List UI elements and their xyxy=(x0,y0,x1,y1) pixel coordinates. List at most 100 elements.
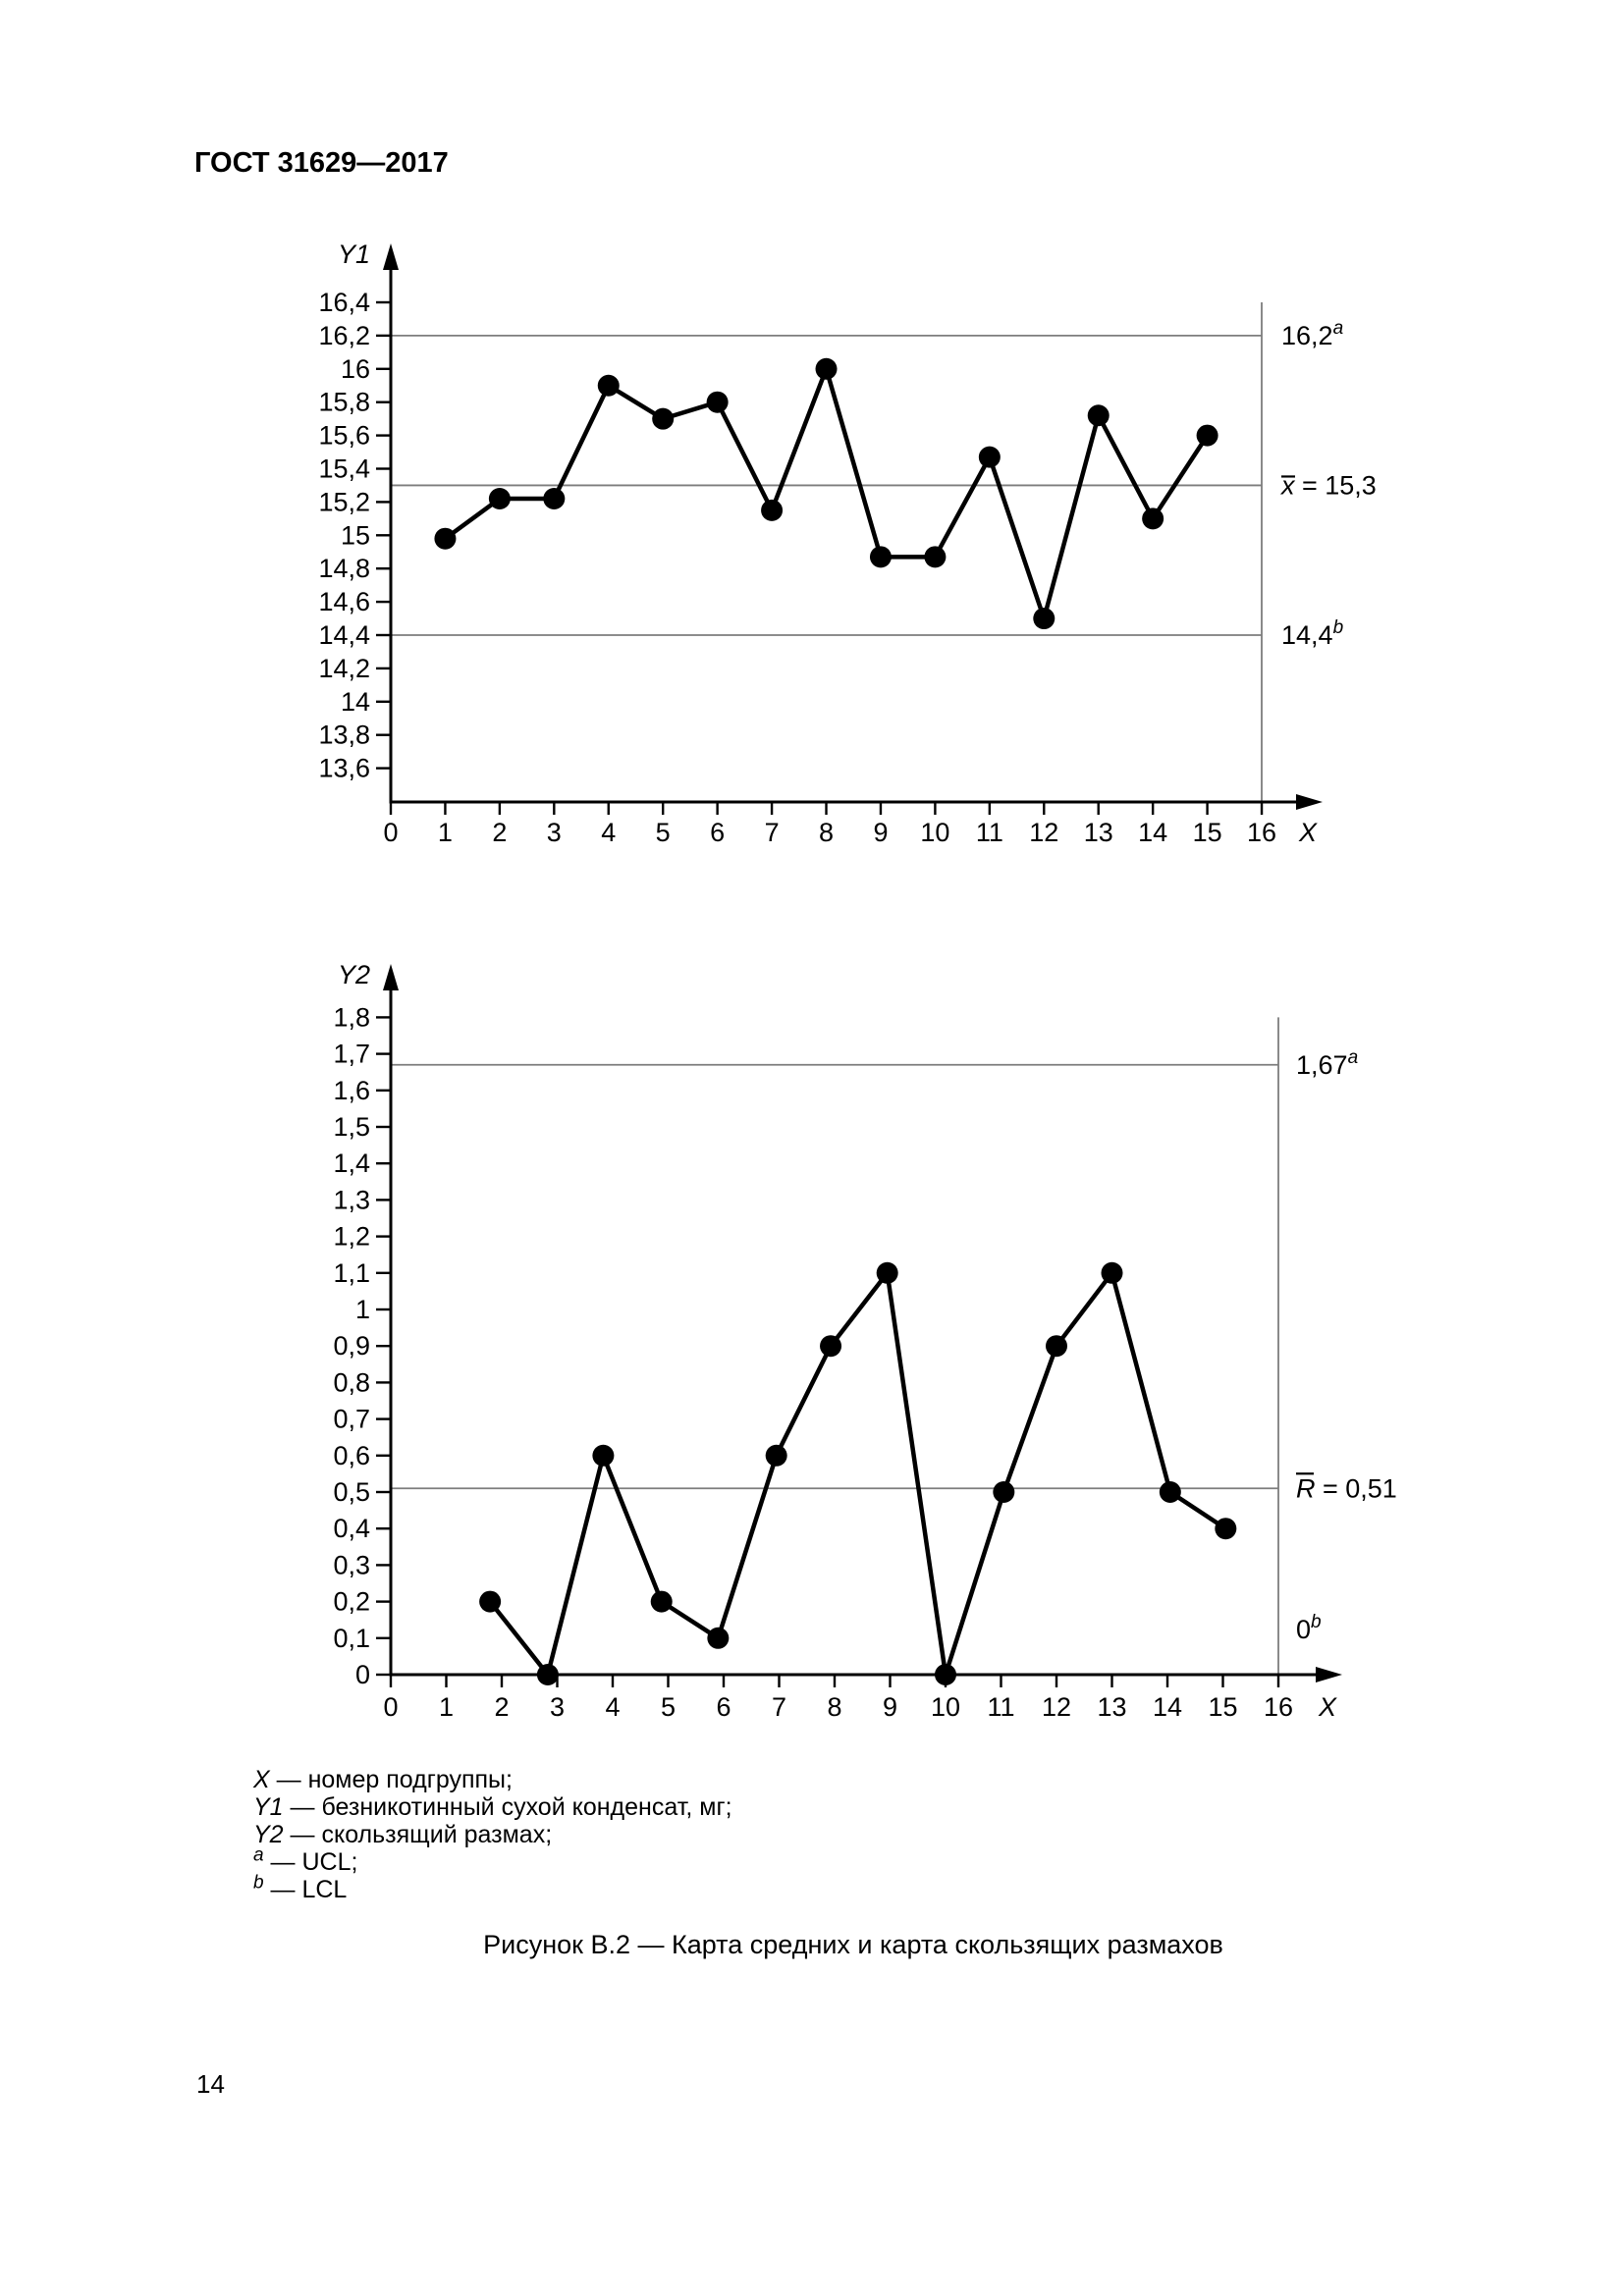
data-point xyxy=(1087,404,1110,427)
y-tick-label: 16 xyxy=(341,354,370,384)
x-tick-label: 7 xyxy=(772,1692,786,1722)
x-tick-label: 0 xyxy=(383,1692,398,1722)
legend-text: — скользящий размах; xyxy=(283,1821,553,1848)
y-tick-label: 1,3 xyxy=(333,1185,370,1214)
data-point xyxy=(876,1261,898,1284)
x-tick-label: 6 xyxy=(710,818,725,847)
x-tick-label: 3 xyxy=(547,818,562,847)
data-point xyxy=(761,499,784,521)
y-axis-label: Y1 xyxy=(338,240,370,269)
data-point xyxy=(869,546,892,568)
data-point xyxy=(706,391,729,413)
y-axis-label: Y2 xyxy=(338,960,370,989)
data-point xyxy=(1142,507,1164,530)
y-tick-label: 15 xyxy=(341,520,370,550)
x-tick-label: 11 xyxy=(976,818,1003,847)
ref-line-value-label: 14,4b xyxy=(1281,617,1343,650)
y-tick-label: 14,8 xyxy=(318,554,370,583)
y-tick-label: 0,3 xyxy=(333,1550,370,1579)
data-point xyxy=(597,374,620,397)
x-tick-label: 10 xyxy=(931,1692,960,1722)
x-tick-label: 1 xyxy=(438,818,453,847)
y-tick-label: 1,1 xyxy=(333,1258,370,1288)
x-tick-label: 10 xyxy=(920,818,949,847)
legend-item: b — LCL xyxy=(253,1872,732,1903)
y-tick-label: 1,8 xyxy=(333,1002,370,1032)
x-tick-label: 16 xyxy=(1264,1692,1293,1722)
legend-text: — безникотинный сухой конденсат, мг; xyxy=(283,1793,732,1821)
data-point xyxy=(650,1590,673,1613)
x-tick-label: 2 xyxy=(492,818,507,847)
x-axis-label: X xyxy=(1318,1692,1337,1722)
y-tick-label: 0,2 xyxy=(333,1587,370,1617)
ref-line-value-label: R = 0,51 xyxy=(1296,1473,1397,1503)
y-tick-label: 0,1 xyxy=(333,1624,370,1653)
figure-legend: X — номер подгруппы; Y1 — безникотинный с… xyxy=(253,1766,732,1903)
x-tick-label: 9 xyxy=(873,818,888,847)
legend-term: Y2 xyxy=(253,1821,284,1848)
data-point xyxy=(488,488,511,510)
x-tick-label: 8 xyxy=(819,818,834,847)
legend-term: b xyxy=(253,1872,264,1894)
data-point xyxy=(993,1481,1015,1503)
data-point xyxy=(707,1627,730,1649)
y-tick-label: 1,7 xyxy=(333,1040,370,1069)
y-tick-label: 0,9 xyxy=(333,1331,370,1361)
legend-text: — номер подгруппы; xyxy=(269,1766,513,1793)
y-tick-label: 15,4 xyxy=(318,454,370,484)
y-tick-label: 15,6 xyxy=(318,421,370,451)
y-tick-label: 14,6 xyxy=(318,587,370,616)
x-tick-label: 1 xyxy=(439,1692,454,1722)
y-tick-label: 1 xyxy=(355,1295,370,1324)
legend-item: Y1 — безникотинный сухой конденсат, мг; xyxy=(253,1793,732,1821)
data-line xyxy=(488,1270,1227,1678)
data-point xyxy=(765,1444,787,1467)
x-tick-label: 12 xyxy=(1029,818,1058,847)
data-point xyxy=(1159,1481,1181,1503)
x-tick-label: 6 xyxy=(716,1692,731,1722)
legend-item: Y2 — скользящий размах; xyxy=(253,1821,732,1848)
legend-term: a xyxy=(253,1844,264,1866)
y-axis-arrow xyxy=(383,964,399,990)
x-axis-label: X xyxy=(1298,818,1318,847)
data-point xyxy=(935,1664,956,1685)
x-tick-label: 4 xyxy=(605,1692,620,1722)
x-tick-label: 14 xyxy=(1153,1692,1182,1722)
legend-text: — UCL; xyxy=(263,1848,358,1876)
x-tick-label: 12 xyxy=(1042,1692,1071,1722)
y-tick-label: 1,6 xyxy=(333,1076,370,1105)
x-tick-label: 0 xyxy=(383,818,398,847)
y-tick-label: 0,6 xyxy=(333,1441,370,1470)
legend-text: — LCL xyxy=(263,1876,348,1903)
ref-line-value-label: 0b xyxy=(1296,1612,1322,1644)
ref-line-value-label: 1,67a xyxy=(1296,1047,1358,1080)
x-tick-label: 9 xyxy=(883,1692,897,1722)
x-tick-label: 2 xyxy=(494,1692,509,1722)
x-tick-label: 3 xyxy=(550,1692,565,1722)
x-tick-label: 5 xyxy=(661,1692,676,1722)
data-point xyxy=(652,407,675,430)
data-point xyxy=(978,446,1001,468)
legend-term: Y1 xyxy=(253,1793,284,1821)
x-tick-label: 4 xyxy=(601,818,616,847)
x-tick-label: 7 xyxy=(765,818,780,847)
data-point xyxy=(1101,1261,1123,1284)
y-tick-label: 0,5 xyxy=(333,1477,370,1507)
y-tick-label: 15,2 xyxy=(318,487,370,516)
x-tick-label: 16 xyxy=(1247,818,1276,847)
y-tick-label: 13,8 xyxy=(318,721,370,750)
data-point xyxy=(1215,1518,1237,1540)
data-point xyxy=(1033,608,1056,630)
data-point xyxy=(1046,1335,1067,1358)
y-tick-label: 14 xyxy=(341,687,370,717)
data-point xyxy=(815,357,838,380)
data-point xyxy=(434,527,457,550)
data-point xyxy=(543,488,566,510)
data-point xyxy=(820,1335,842,1358)
x-axis-arrow xyxy=(1296,794,1323,810)
x-axis-arrow xyxy=(1316,1667,1342,1682)
page-number: 14 xyxy=(196,2069,225,2099)
y-tick-label: 16,4 xyxy=(318,288,370,317)
ref-line-value-label: 16,2a xyxy=(1281,318,1343,350)
